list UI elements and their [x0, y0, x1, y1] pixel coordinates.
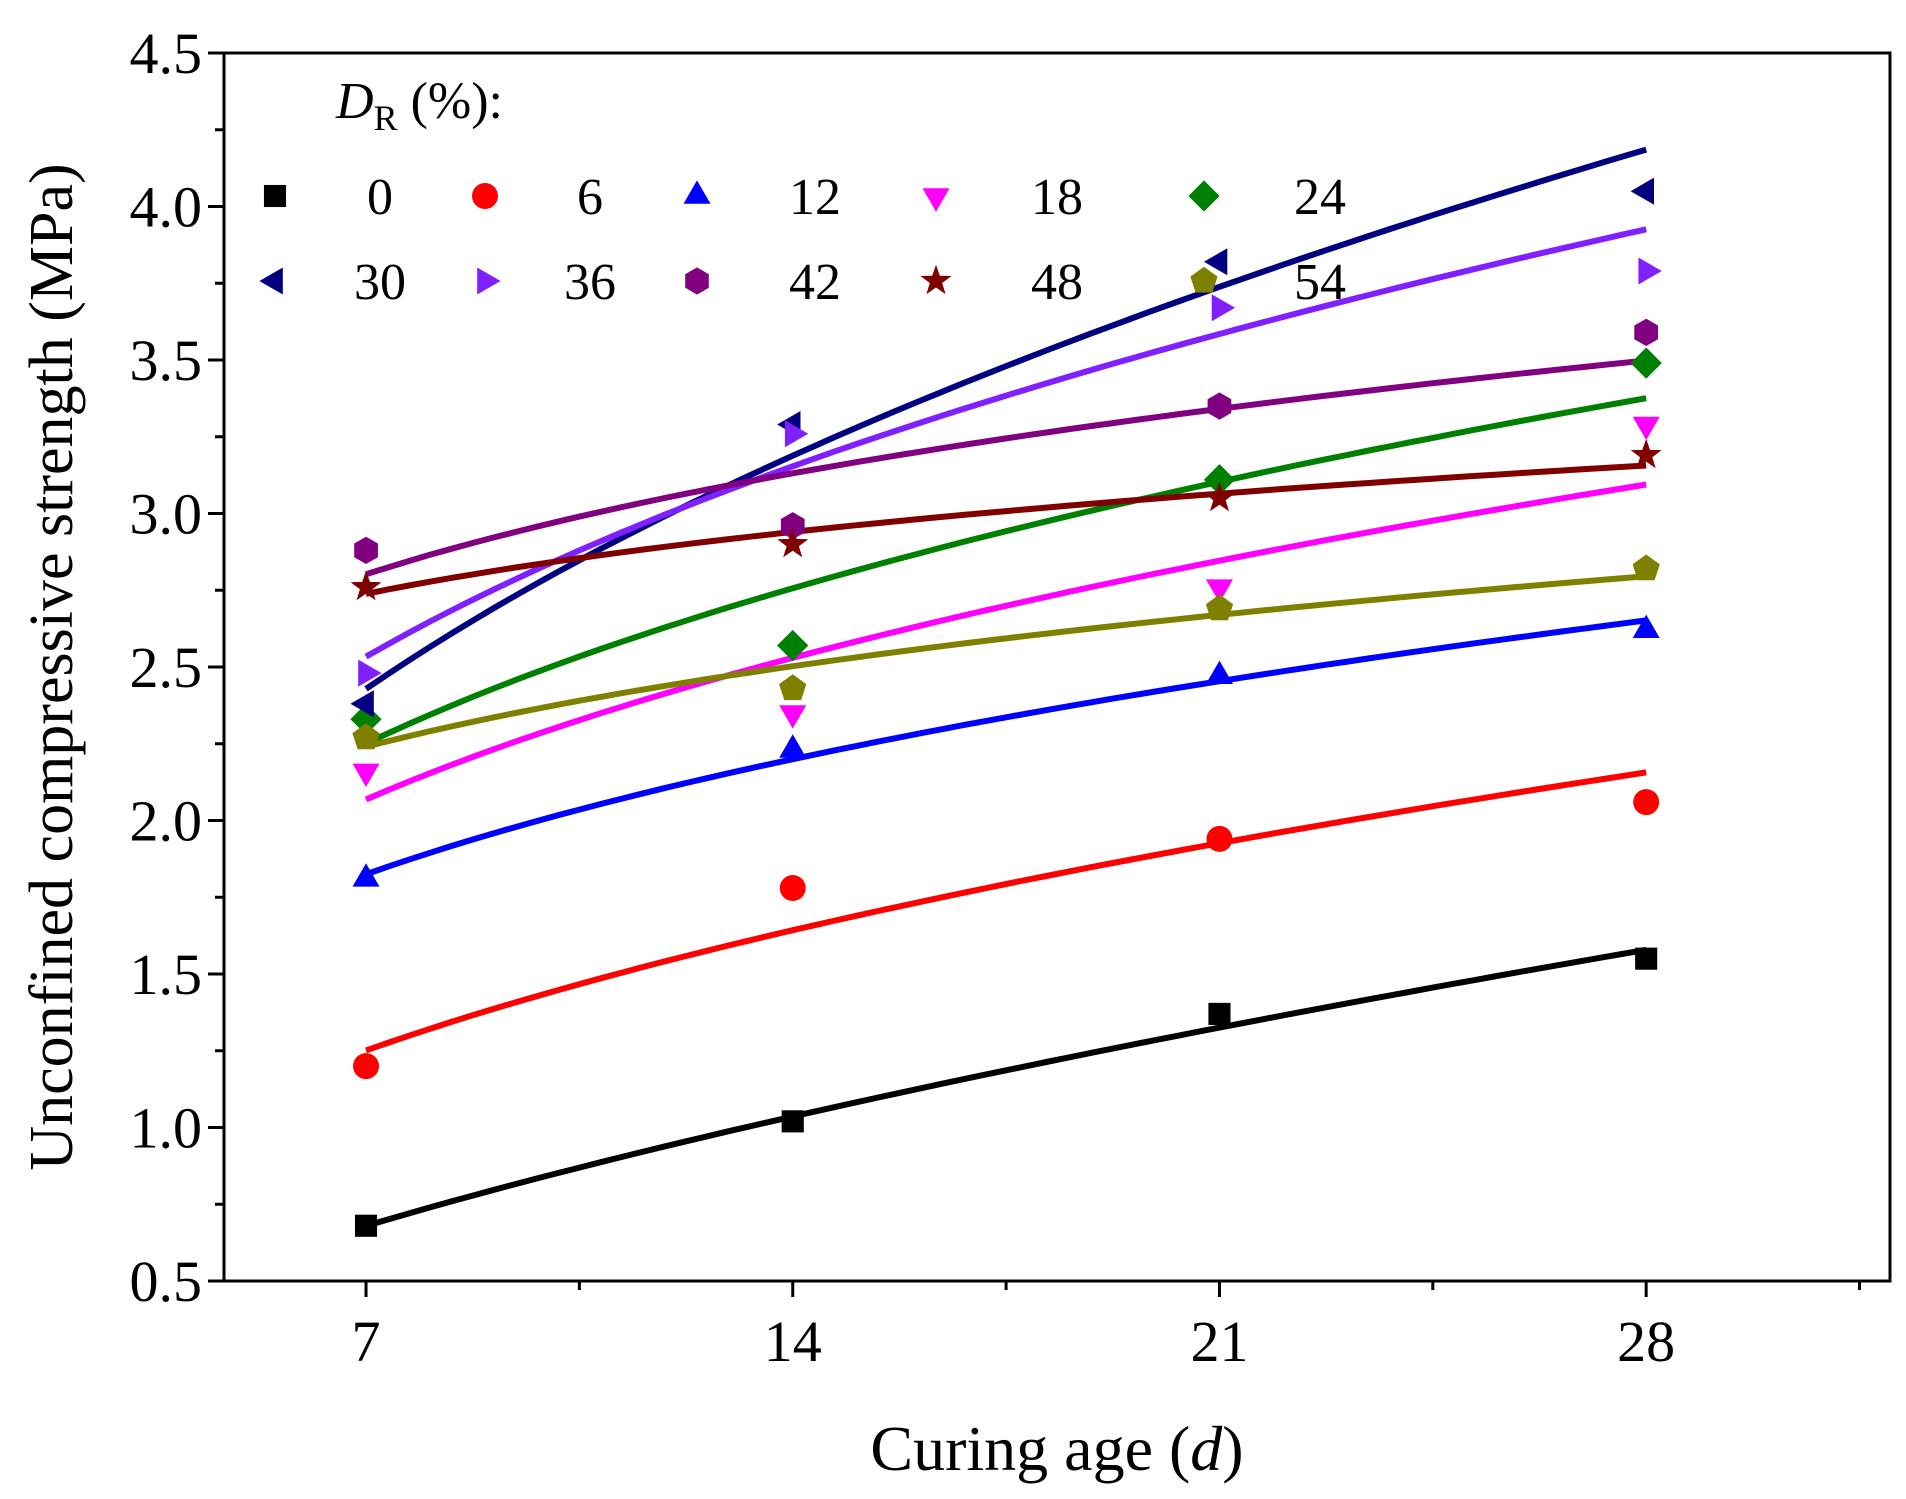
x-tick-label: 7	[352, 1309, 381, 1374]
legend-marker-0	[263, 184, 287, 208]
data-point-48	[1204, 481, 1235, 512]
legend-label-24: 24	[1294, 169, 1346, 226]
fit-curve-18	[364, 481, 1647, 803]
y-tick-label: 3.0	[130, 482, 203, 547]
data-point-42	[1634, 318, 1658, 346]
data-point-12	[779, 734, 807, 758]
data-point-42	[1207, 392, 1232, 420]
data-point-54	[1205, 594, 1234, 621]
legend-label-0: 0	[367, 169, 393, 226]
data-point-12	[1205, 660, 1233, 684]
y-tick-label: 2.5	[130, 635, 203, 700]
y-tick-label: 1.5	[130, 942, 203, 1007]
legend-marker-54	[1190, 266, 1218, 293]
data-point-6	[1633, 789, 1660, 816]
data-point-24	[777, 629, 809, 662]
data-point-0	[354, 1214, 378, 1237]
y-tick-label: 4.5	[130, 21, 203, 86]
y-tick-label: 3.5	[130, 328, 203, 393]
fit-curve-24	[364, 395, 1647, 747]
data-point-18	[1632, 416, 1660, 441]
fit-curve-6	[365, 769, 1647, 1054]
data-point-36	[784, 420, 809, 448]
data-point-12	[1632, 614, 1660, 638]
y-axis-label: Unconfined compressive strength (MPa)	[18, 163, 86, 1170]
data-point-0	[1208, 1002, 1231, 1025]
legend-marker-18	[922, 188, 950, 212]
data-point-12	[352, 863, 380, 887]
data-point-54	[779, 674, 807, 701]
legend-title: DR (%):	[335, 73, 503, 138]
y-tick-label: 0.5	[130, 1249, 203, 1314]
legend-marker-6	[472, 183, 498, 209]
legend-label-18: 18	[1031, 169, 1083, 226]
data-point-54	[1632, 554, 1660, 581]
data-point-18	[352, 763, 380, 787]
data-point-24	[1630, 347, 1662, 379]
plot-frame	[222, 51, 1892, 1283]
data-point-48	[1630, 438, 1662, 469]
data-point-48	[350, 570, 382, 601]
data-point-36	[1638, 257, 1662, 285]
data-point-6	[779, 875, 806, 902]
legend-label-30: 30	[354, 254, 406, 311]
y-tick-label: 2.0	[130, 789, 203, 854]
data-point-24	[350, 703, 382, 735]
legend-label-12: 12	[789, 169, 841, 226]
legend-marker-30	[259, 267, 283, 295]
fit-curve-48	[365, 462, 1647, 597]
y-tick-label: 1.0	[130, 1096, 203, 1161]
y-tick-label: 4.0	[130, 175, 203, 240]
legend-marker-42	[685, 267, 709, 295]
data-point-48	[777, 528, 809, 558]
legend-marker-12	[683, 180, 711, 204]
legend-label-54: 54	[1294, 254, 1346, 311]
data-point-6	[1206, 825, 1233, 852]
data-point-30	[1203, 248, 1228, 276]
data-point-36	[1211, 294, 1236, 322]
fit-curve-42	[365, 357, 1647, 578]
data-point-6	[353, 1053, 380, 1080]
x-tick-label: 14	[764, 1309, 822, 1374]
data-point-30	[350, 690, 374, 718]
data-point-54	[352, 723, 380, 750]
data-point-0	[781, 1110, 804, 1133]
data-point-36	[358, 659, 382, 687]
fit-curve-36	[364, 226, 1647, 660]
x-tick-label: 28	[1617, 1309, 1675, 1374]
legend-label-6: 6	[577, 169, 603, 226]
fit-curve-54	[365, 573, 1647, 750]
data-point-0	[1635, 947, 1658, 970]
legend-marker-36	[477, 267, 501, 295]
legend-label-42: 42	[789, 254, 841, 311]
data-point-42	[354, 536, 378, 564]
data-point-30	[1630, 177, 1654, 205]
legend-label-48: 48	[1031, 254, 1083, 311]
legend-marker-24	[1188, 180, 1220, 212]
legend-marker-48	[920, 264, 952, 295]
x-axis-label: Curing age (d)	[870, 1413, 1243, 1484]
data-point-18	[1205, 579, 1233, 603]
data-point-24	[1203, 464, 1236, 496]
data-point-42	[780, 512, 805, 540]
fit-curve-0	[365, 946, 1647, 1229]
data-point-18	[779, 705, 807, 729]
legend: DR (%): 0 6 12 18 24 30 36 42 48 54	[259, 73, 1346, 311]
x-tick-label: 21	[1190, 1309, 1248, 1374]
legend-label-36: 36	[564, 254, 616, 311]
fit-curve-12	[365, 617, 1647, 878]
